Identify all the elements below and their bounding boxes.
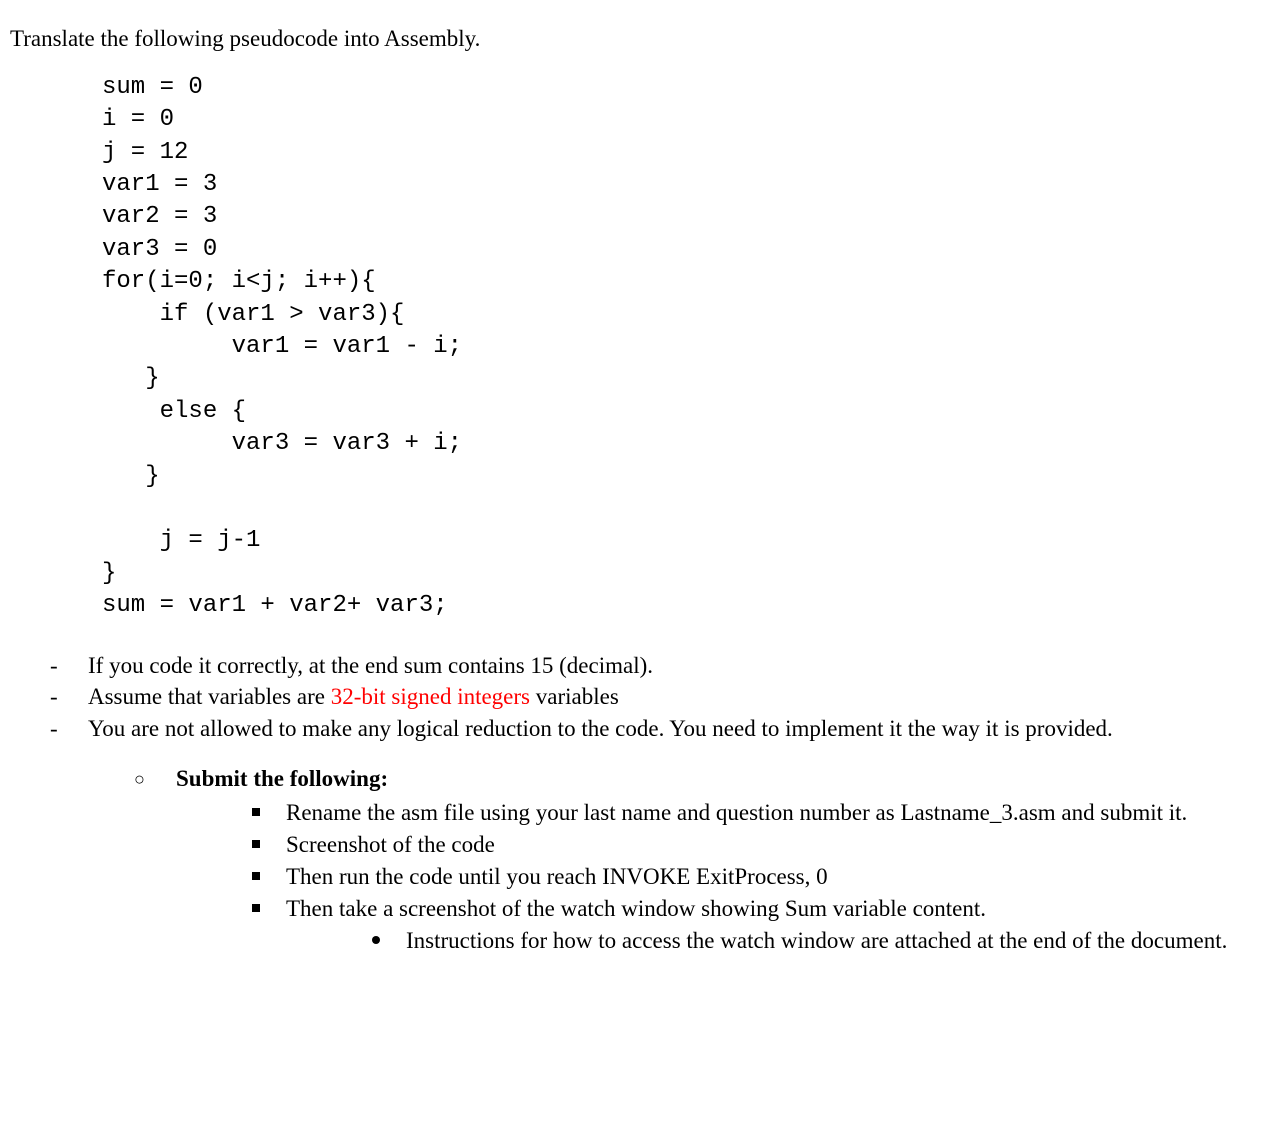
note-text-red: 32-bit signed integers — [331, 684, 530, 709]
submit-section: Submit the following: Rename the asm fil… — [10, 764, 1252, 955]
submit-heading-item: Submit the following: Rename the asm fil… — [128, 764, 1252, 955]
submit-steps: Rename the asm file using your last name… — [176, 798, 1252, 955]
note-text-part: Assume that variables are — [88, 684, 331, 709]
note-text-part: variables — [530, 684, 619, 709]
submit-step: Screenshot of the code — [246, 830, 1252, 860]
note-text: You are not allowed to make any logical … — [88, 716, 1113, 741]
note-item: If you code it correctly, at the end sum… — [50, 651, 1252, 681]
note-item: Assume that variables are 32-bit signed … — [50, 682, 1252, 712]
pseudocode-block: sum = 0 i = 0 j = 12 var1 = 3 var2 = 3 v… — [102, 72, 1252, 623]
submit-step: Then run the code until you reach INVOKE… — [246, 862, 1252, 892]
notes-list: If you code it correctly, at the end sum… — [10, 651, 1252, 745]
intro-text: Translate the following pseudocode into … — [10, 24, 1252, 54]
submit-substep: Instructions for how to access the watch… — [366, 926, 1252, 956]
submit-substeps: Instructions for how to access the watch… — [286, 926, 1252, 956]
document-page: Translate the following pseudocode into … — [0, 0, 1262, 998]
submit-step: Then take a screenshot of the watch wind… — [246, 894, 1252, 956]
submit-step-text: Then take a screenshot of the watch wind… — [286, 896, 986, 921]
submit-step-text: Screenshot of the code — [286, 832, 495, 857]
note-text: If you code it correctly, at the end sum… — [88, 653, 653, 678]
note-item: You are not allowed to make any logical … — [50, 714, 1252, 744]
submit-substep-text: Instructions for how to access the watch… — [406, 928, 1227, 953]
submit-step-text: Rename the asm file using your last name… — [286, 800, 1187, 825]
submit-step-text: Then run the code until you reach INVOKE… — [286, 864, 828, 889]
submit-heading: Submit the following: — [176, 766, 388, 791]
submit-step: Rename the asm file using your last name… — [246, 798, 1252, 828]
